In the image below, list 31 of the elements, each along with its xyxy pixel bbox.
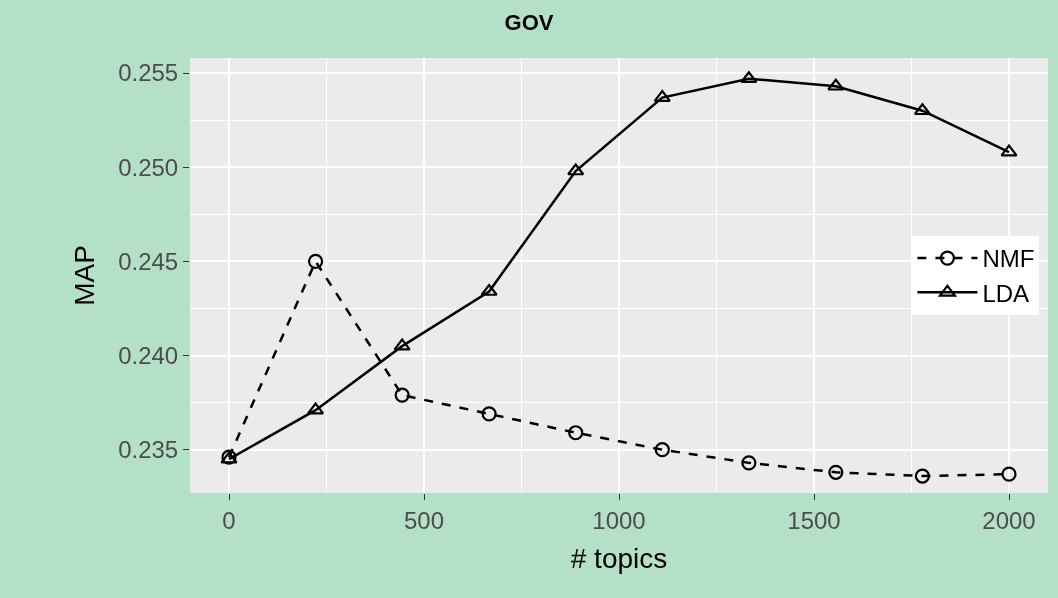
point [393, 338, 411, 351]
y-tick-label: 0.255 [118, 59, 179, 87]
point [654, 442, 670, 458]
point [567, 163, 585, 176]
x-tick-label: 2000 [982, 506, 1036, 534]
x-tick-label: 1000 [592, 506, 646, 534]
point [1000, 144, 1018, 157]
point [307, 253, 324, 269]
y-tick-label: 0.245 [118, 247, 179, 275]
legend-label: NMF [982, 245, 1035, 273]
point [481, 406, 497, 422]
x-tick-label: 1500 [787, 506, 841, 534]
y-tick-label: 0.235 [118, 436, 179, 464]
point [568, 425, 584, 441]
point [828, 464, 844, 480]
chart-title: GOV [504, 10, 554, 36]
x-tick-label: 0 [222, 506, 236, 534]
point [480, 283, 498, 296]
y-tick-label: 0.240 [118, 341, 179, 369]
legend-label: LDA [982, 279, 1030, 307]
point [741, 455, 757, 471]
point [914, 468, 931, 484]
point [1001, 466, 1017, 482]
point [740, 71, 758, 84]
y-tick-label: 0.250 [118, 153, 179, 181]
point [827, 78, 845, 91]
point [653, 89, 671, 102]
point [394, 387, 410, 403]
y-axis-title: MAP [68, 245, 100, 306]
x-axis-title: # topics [570, 542, 668, 574]
x-tick-label: 500 [403, 506, 445, 534]
